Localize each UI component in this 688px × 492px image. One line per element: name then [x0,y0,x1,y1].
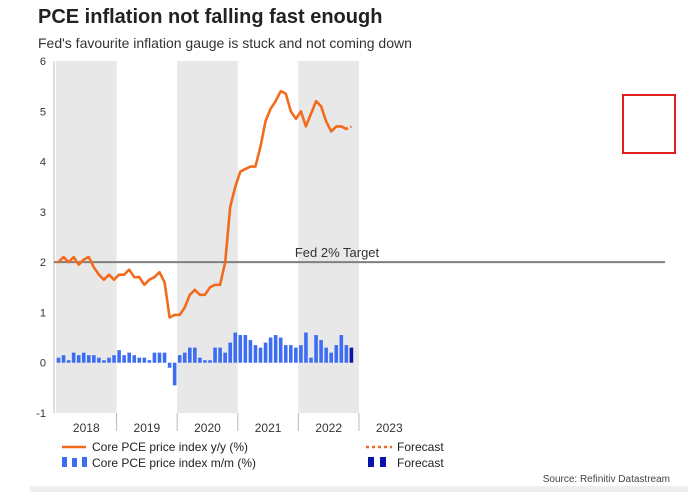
legend-bar-swatch [62,457,67,467]
mom-bar [198,357,202,363]
x-tick-label: 2022 [315,421,342,435]
mom-bar [334,345,339,363]
mom-bar [233,332,238,363]
mom-bar [258,347,263,363]
x-tick-label: 2018 [73,421,100,435]
legend-bar-swatch [72,458,77,467]
mom-bar [117,350,121,363]
forecast-highlight-box [622,94,676,154]
mom-bar [112,355,116,363]
mom-bar [329,352,333,363]
mom-bar [162,352,167,363]
yoy-line [57,89,348,319]
target-line-label: Fed 2% Target [295,245,380,260]
y-tick-label: 0 [40,358,46,370]
legend-forecast-bar-swatch [380,457,386,467]
mom-bar [193,347,197,363]
mom-bar [248,340,253,363]
year-band-2018 [55,61,117,413]
mom-bar [66,360,71,363]
mom-bar [238,335,243,363]
mom-bar [268,337,273,363]
mom-bar [167,362,172,368]
mom-bar [97,357,101,363]
mom-bar [147,360,152,363]
mom-bar [172,362,177,386]
chart-title: PCE inflation not falling fast enough [38,6,383,28]
y-tick-label: 3 [40,207,46,219]
mom-bar [228,342,232,363]
mom-bar [208,360,212,363]
y-tick-label: 4 [40,157,46,169]
mom-bar [294,347,298,363]
x-tick-label: 2023 [376,421,403,435]
x-tick-label: 2021 [255,421,282,435]
mom-bar [203,360,207,363]
y-tick-label: -1 [36,408,46,420]
mom-bar [102,360,106,363]
mom-bar [132,355,137,363]
mom-bar [283,345,288,363]
mom-bar [92,355,96,363]
mom-bar [339,335,344,363]
mom-bar [273,335,278,363]
mom-bar [122,355,126,363]
mom-bar [344,345,349,363]
mom-bar [278,337,283,363]
mom-bar [319,340,323,363]
mom-bar [71,352,76,363]
mom-bar [314,335,318,363]
mom-bar [324,347,328,363]
mom-bar [289,345,293,363]
mom-bar [127,352,131,363]
mom-bar [152,352,157,363]
mom-bar [243,335,248,363]
mom-bar [61,355,66,363]
legend-label-mom: Core PCE price index m/m (%) [92,456,257,470]
mom-bar [304,332,308,363]
mom-bar [87,355,91,363]
mom-bar [213,347,217,363]
chart-subtitle: Fed's favourite inflation gauge is stuck… [38,35,412,51]
y-tick-label: 1 [40,307,46,319]
mom-bar [299,345,303,363]
legend-label-yoy-forecast: Forecast [397,440,444,454]
x-tick-label: 2020 [194,421,221,435]
mom-forecast-bar [349,347,354,363]
mom-bar [107,357,111,363]
footer-strip [30,486,688,492]
y-tick-label: 6 [40,56,46,68]
mom-bar [263,342,268,363]
mom-bar [218,347,222,363]
mom-bar [177,355,182,363]
mom-bar [253,345,258,363]
mom-bar [309,357,313,363]
mom-bar [182,352,187,363]
mom-bar [188,347,192,363]
legend-label-mom-forecast: Forecast [397,456,444,470]
legend-forecast-bar-swatch [368,457,374,467]
mom-bar [137,357,142,363]
y-tick-label: 2 [40,257,46,269]
mom-bar [223,352,227,363]
y-tick-label: 5 [40,106,46,118]
source-note: Source: Refinitiv Datastream [542,474,670,485]
legend-bar-swatch [82,457,87,467]
mom-bar [76,355,81,363]
yoy-forecast-line [345,125,352,131]
mom-bar [81,352,86,363]
mom-bar [157,352,162,363]
x-tick-label: 2019 [134,421,161,435]
mom-bar [56,357,61,363]
legend-label-yoy: Core PCE price index y/y (%) [92,440,249,454]
mom-bar [142,357,147,363]
